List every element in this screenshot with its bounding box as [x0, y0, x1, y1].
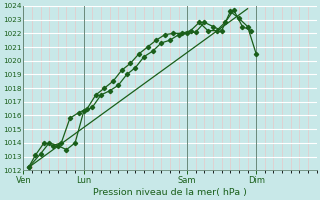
X-axis label: Pression niveau de la mer( hPa ): Pression niveau de la mer( hPa )	[93, 188, 247, 197]
